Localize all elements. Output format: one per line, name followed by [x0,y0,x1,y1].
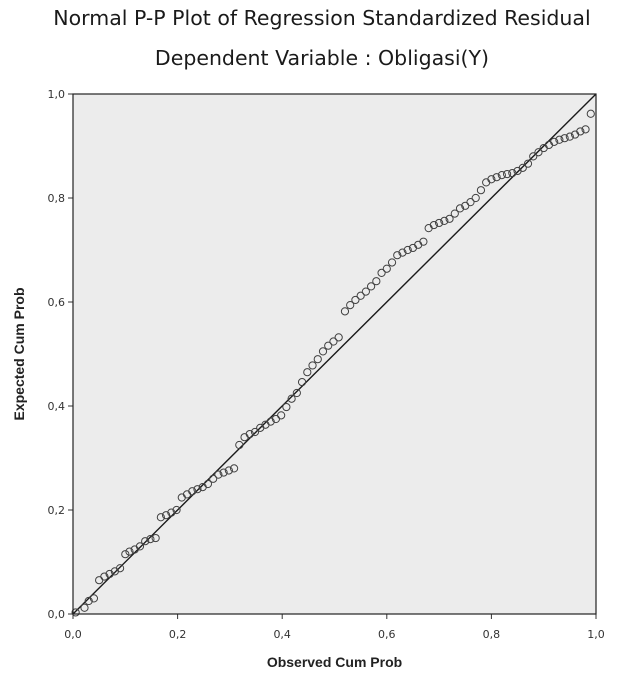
data-point [560,134,569,143]
data-point [141,537,150,546]
data-point [466,198,475,207]
data-point [161,511,171,520]
data-point [419,237,428,246]
data-point [351,295,360,305]
data-point [502,169,512,179]
data-point [497,171,506,180]
data-point [245,429,254,439]
data-point [377,268,386,277]
data-point [146,535,155,544]
x-tick-label: 0,8 [483,628,501,641]
data-point [393,251,402,260]
x-tick-label: 1,0 [587,628,605,641]
data-point [445,214,454,223]
data-point [156,513,165,522]
data-point [361,287,370,296]
y-tick-label: 0,2 [48,504,66,517]
data-point [372,277,381,286]
data-point [250,427,260,437]
data-point [487,175,496,184]
data-point [89,594,99,603]
data-point [308,361,317,370]
data-point [80,603,89,612]
data-point [581,125,590,134]
data-point [193,485,202,494]
data-point [224,466,233,475]
data-point [318,347,328,356]
data-point [440,216,449,225]
data-point [84,596,93,606]
data-point [518,163,527,172]
data-point [324,341,333,350]
data-point [471,193,480,203]
chart-subtitle: Dependent Variable : Obligasi(Y) [154,46,490,70]
data-point [135,542,145,551]
data-point [367,282,376,291]
y-tick-label: 0,6 [48,296,66,309]
y-axis-label: Expected Cum Prob [11,287,27,420]
data-point [429,220,438,230]
data-point [346,301,355,310]
data-point [576,127,585,136]
data-point [209,474,218,483]
data-point [523,159,533,168]
y-tick-label: 1,0 [48,88,66,101]
y-tick-label: 0,8 [48,192,66,205]
data-point [105,569,114,579]
x-tick-label: 0,0 [64,628,82,641]
data-point [235,440,244,450]
data-point [229,464,239,473]
data-point [266,417,275,426]
data-point [167,508,176,517]
data-point [387,258,397,267]
data-point [71,608,80,617]
data-point [435,218,444,228]
reference-line [72,93,597,615]
x-axis-label: Observed Cum Prob [267,654,402,670]
data-point [219,468,228,477]
data-point [203,479,213,489]
data-point [529,152,538,161]
data-point [277,411,286,420]
data-point [476,186,486,195]
data-point [303,368,312,377]
data-point [455,204,465,213]
data-point [329,337,338,346]
data-point [550,137,559,146]
data-point [313,355,322,364]
data-point [125,547,134,556]
data-point [282,402,291,412]
data-point [534,148,543,157]
data-point [565,132,574,141]
x-tick-label: 0,4 [273,628,291,641]
x-tick-label: 0,2 [169,628,187,641]
data-point [151,533,160,543]
data-point [115,564,125,573]
data-point [492,173,501,182]
data-point [292,388,301,398]
data-point [334,333,343,342]
y-tick-label: 0,4 [48,400,66,413]
data-point [356,291,365,300]
data-point [382,264,391,273]
data-point [188,487,197,496]
data-point [340,307,350,316]
chart-title: Normal P-P Plot of Regression Standardiz… [53,6,591,30]
plot-frame [72,93,597,615]
data-point [398,248,407,257]
data-point [586,109,595,118]
y-tick-label: 0,0 [48,608,66,621]
data-point [287,394,296,403]
data-point [172,505,181,515]
data-point [403,245,412,255]
data-point [450,209,459,218]
data-point [555,135,564,144]
x-tick-label: 0,6 [378,628,396,641]
data-point [214,470,223,479]
data-point [100,572,109,581]
data-point [121,550,130,559]
data-point [508,168,517,178]
data-point [297,377,307,387]
